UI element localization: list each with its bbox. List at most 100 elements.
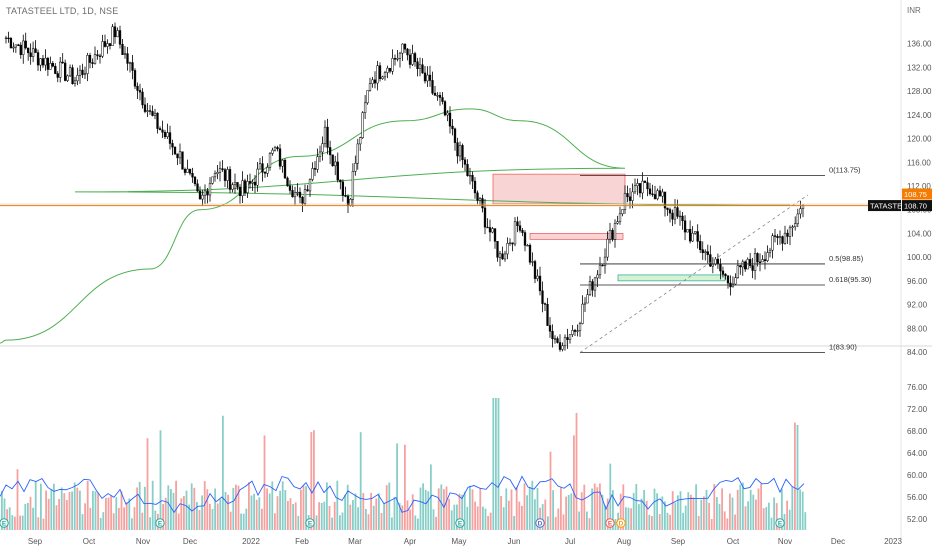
- candle-body: [56, 73, 59, 78]
- volume-bar: [261, 508, 263, 530]
- candle-body: [758, 261, 762, 263]
- candle-body: [441, 97, 444, 102]
- candle-body: [371, 79, 374, 84]
- volume-bar: [287, 501, 289, 530]
- volume-bar: [268, 493, 271, 530]
- volume-bar: [409, 509, 411, 530]
- candle-body: [213, 173, 217, 178]
- volume-bar: [656, 493, 658, 530]
- volume-bar: [328, 505, 331, 530]
- candle-body: [258, 163, 262, 170]
- candle-body: [206, 190, 209, 196]
- candle-body: [331, 154, 334, 167]
- candle-body: [51, 63, 54, 67]
- volume-bar: [105, 497, 107, 530]
- candle-body: [181, 151, 184, 170]
- event-badge-label: E: [308, 520, 313, 527]
- candle-body: [683, 220, 687, 233]
- ma-line: [0, 108, 791, 344]
- candle-body: [236, 182, 239, 188]
- volume-bar: [222, 415, 224, 530]
- volume-bar: [674, 502, 677, 530]
- volume-bar: [138, 481, 141, 530]
- volume-bar: [404, 444, 406, 530]
- price-tick-label: 132.00: [907, 63, 932, 72]
- volume-bar: [536, 487, 539, 530]
- volume-bar: [804, 512, 807, 530]
- candle-body: [588, 281, 592, 295]
- candle-body: [218, 168, 222, 173]
- volume-bar: [742, 482, 744, 530]
- volume-bar: [492, 398, 495, 530]
- candle-body: [653, 194, 657, 200]
- candle-body: [631, 191, 634, 201]
- price-tick-label: 84.00: [907, 348, 928, 357]
- volume-bar: [427, 491, 430, 530]
- volume-bar: [518, 501, 521, 530]
- price-tick-label: 120.00: [907, 135, 932, 144]
- candle-body: [741, 261, 744, 268]
- event-badge[interactable]: [605, 518, 615, 528]
- volume-bar: [245, 508, 248, 530]
- event-badge[interactable]: [616, 518, 626, 528]
- volume-bar: [37, 517, 40, 530]
- volume-bar: [336, 480, 339, 530]
- volume-bar: [476, 506, 479, 530]
- candle-body: [471, 175, 474, 182]
- candle-body: [368, 83, 372, 91]
- volume-bar: [466, 506, 469, 530]
- event-badge[interactable]: [455, 518, 465, 528]
- candle-body: [176, 153, 179, 159]
- candle-body: [663, 191, 667, 209]
- price-tick-label: 96.00: [907, 277, 928, 286]
- volume-bar: [586, 511, 588, 530]
- candle-body: [556, 338, 559, 343]
- candle-body: [168, 132, 172, 144]
- candle-body: [103, 41, 107, 47]
- candle-body: [9, 37, 13, 49]
- fib-retracement[interactable]: 0(113.75) 0.5(98.85) 0.618(95.30) 1(83.90): [579, 166, 872, 353]
- volume-bar: [710, 518, 713, 530]
- candle-body: [501, 253, 504, 260]
- candle-body: [143, 104, 147, 112]
- candle-body: [461, 145, 464, 161]
- time-tick-label: Dec: [183, 537, 197, 546]
- event-badge[interactable]: [535, 518, 545, 528]
- price-line[interactable]: [0, 203, 900, 207]
- volume-bar: [370, 492, 372, 530]
- event-badge[interactable]: [0, 518, 9, 528]
- event-badge[interactable]: [775, 518, 785, 528]
- event-badge[interactable]: [155, 518, 165, 528]
- volume-bar: [211, 508, 214, 530]
- volume-bar: [73, 482, 76, 530]
- volume-bar: [796, 424, 799, 530]
- candle-body: [526, 245, 529, 247]
- volume-bar: [47, 498, 50, 530]
- candle-body: [616, 221, 619, 224]
- volume-bar: [68, 491, 71, 530]
- volume-bar: [565, 496, 567, 530]
- candle-body: [478, 198, 482, 201]
- volume-bar: [695, 484, 697, 530]
- event-badge[interactable]: [305, 518, 315, 528]
- candle-body: [443, 101, 447, 116]
- volume-bar: [123, 507, 125, 530]
- volume-bar: [66, 500, 68, 530]
- volume-bar: [736, 489, 739, 530]
- candle-body: [226, 169, 229, 181]
- volume-bar: [276, 496, 279, 530]
- volume-bar: [99, 517, 102, 530]
- volume-bar: [406, 500, 409, 530]
- volume-tick-label: 52.00: [907, 515, 928, 524]
- volume-bar: [305, 486, 307, 530]
- volume-bar: [110, 495, 112, 530]
- candle-body: [198, 190, 202, 200]
- candle-body: [593, 277, 597, 291]
- event-badge-label: E: [778, 520, 783, 527]
- candle-body: [436, 95, 439, 97]
- volume-bar: [58, 498, 60, 530]
- volume-bar: [768, 502, 770, 530]
- volume-bar: [164, 497, 167, 530]
- volume-bar: [79, 490, 81, 530]
